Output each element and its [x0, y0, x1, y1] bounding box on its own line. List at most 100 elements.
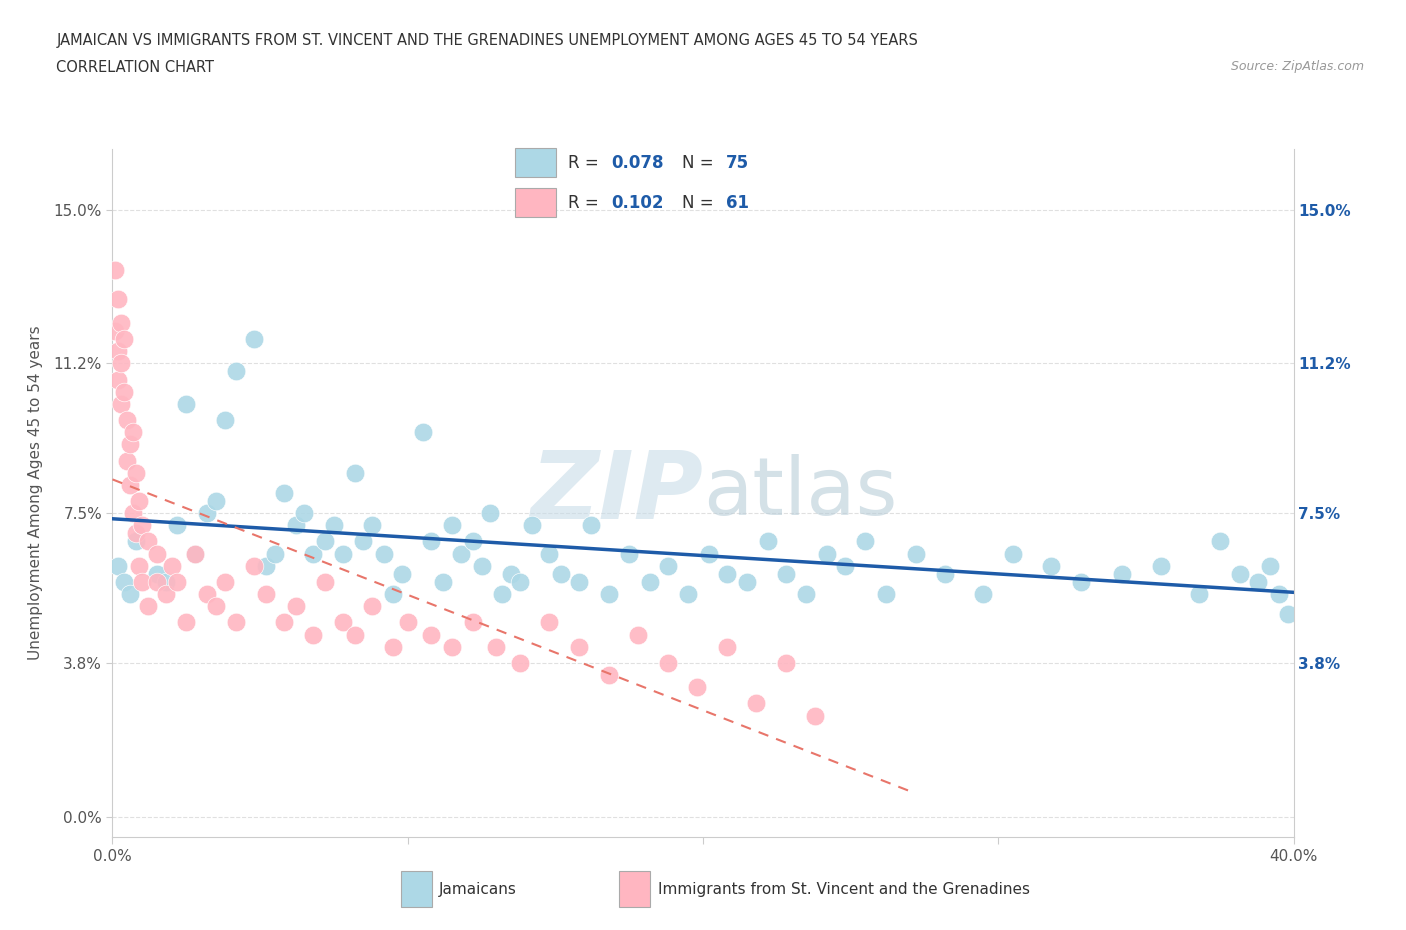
- Point: [461, 534, 484, 549]
- Point: [538, 615, 561, 630]
- Text: R =: R =: [568, 194, 605, 212]
- Text: Jamaicans: Jamaicans: [439, 882, 516, 897]
- Point: [146, 566, 169, 581]
- Point: [125, 534, 148, 549]
- Point: [225, 364, 247, 379]
- Point: [214, 575, 236, 590]
- Point: [1040, 558, 1063, 573]
- Text: Immigrants from St. Vincent and the Grenadines: Immigrants from St. Vincent and the Gren…: [658, 882, 1031, 897]
- Text: N =: N =: [682, 154, 720, 172]
- Point: [146, 546, 169, 561]
- Point: [509, 575, 531, 590]
- Point: [131, 518, 153, 533]
- Point: [501, 566, 523, 581]
- Point: [361, 518, 384, 533]
- Point: [737, 575, 759, 590]
- Point: [104, 263, 127, 278]
- Point: [166, 575, 188, 590]
- Point: [479, 506, 502, 521]
- Point: [470, 558, 494, 573]
- Point: [225, 615, 247, 630]
- Point: [450, 546, 472, 561]
- Point: [273, 615, 295, 630]
- Point: [166, 518, 188, 533]
- Point: [678, 587, 700, 602]
- Point: [117, 453, 138, 468]
- Point: [382, 639, 405, 654]
- Point: [184, 546, 207, 561]
- Point: [391, 566, 413, 581]
- Point: [934, 566, 956, 581]
- Point: [775, 656, 797, 671]
- Point: [128, 558, 150, 573]
- Point: [284, 518, 307, 533]
- Point: [352, 534, 374, 549]
- Y-axis label: Unemployment Among Ages 45 to 54 years: Unemployment Among Ages 45 to 54 years: [28, 326, 42, 660]
- Point: [302, 627, 325, 642]
- Point: [657, 656, 679, 671]
- Point: [756, 534, 779, 549]
- Point: [491, 587, 513, 602]
- Point: [834, 558, 856, 573]
- Point: [125, 465, 148, 480]
- Bar: [516, 149, 555, 178]
- Text: Source: ZipAtlas.com: Source: ZipAtlas.com: [1230, 60, 1364, 73]
- Point: [120, 587, 142, 602]
- Point: [343, 465, 366, 480]
- Point: [112, 384, 135, 399]
- Text: JAMAICAN VS IMMIGRANTS FROM ST. VINCENT AND THE GRENADINES UNEMPLOYMENT AMONG AG: JAMAICAN VS IMMIGRANTS FROM ST. VINCENT …: [56, 33, 918, 47]
- Text: R =: R =: [568, 154, 605, 172]
- Point: [254, 587, 277, 602]
- Point: [120, 437, 142, 452]
- Point: [273, 485, 295, 500]
- Point: [264, 546, 287, 561]
- Point: [107, 372, 129, 387]
- Point: [107, 558, 129, 573]
- Point: [195, 506, 218, 521]
- Point: [638, 575, 661, 590]
- Point: [110, 315, 132, 330]
- Point: [745, 696, 768, 711]
- Point: [855, 534, 877, 549]
- Point: [155, 575, 177, 590]
- Point: [568, 639, 591, 654]
- Point: [1277, 607, 1299, 622]
- Point: [1229, 566, 1251, 581]
- Point: [697, 546, 720, 561]
- Bar: [516, 188, 555, 218]
- Point: [332, 615, 354, 630]
- Point: [973, 587, 995, 602]
- Point: [396, 615, 419, 630]
- Point: [550, 566, 572, 581]
- Point: [214, 413, 236, 428]
- Point: [195, 587, 218, 602]
- Text: 0.078: 0.078: [612, 154, 664, 172]
- Point: [441, 639, 464, 654]
- Point: [568, 575, 591, 590]
- Point: [131, 575, 153, 590]
- Point: [619, 546, 641, 561]
- Point: [112, 332, 135, 347]
- Point: [125, 526, 148, 541]
- Point: [579, 518, 602, 533]
- Point: [110, 396, 132, 411]
- Point: [155, 587, 177, 602]
- Text: ZIP: ZIP: [530, 447, 703, 538]
- Text: N =: N =: [682, 194, 720, 212]
- Point: [302, 546, 325, 561]
- Point: [1208, 534, 1232, 549]
- Point: [420, 534, 443, 549]
- Point: [716, 566, 738, 581]
- Point: [441, 518, 464, 533]
- Point: [815, 546, 838, 561]
- Point: [243, 558, 266, 573]
- Point: [1258, 558, 1281, 573]
- Point: [107, 291, 129, 306]
- Point: [509, 656, 531, 671]
- Point: [314, 575, 336, 590]
- Point: [1111, 566, 1133, 581]
- Point: [323, 518, 346, 533]
- Point: [1070, 575, 1092, 590]
- Point: [373, 546, 395, 561]
- Point: [332, 546, 354, 561]
